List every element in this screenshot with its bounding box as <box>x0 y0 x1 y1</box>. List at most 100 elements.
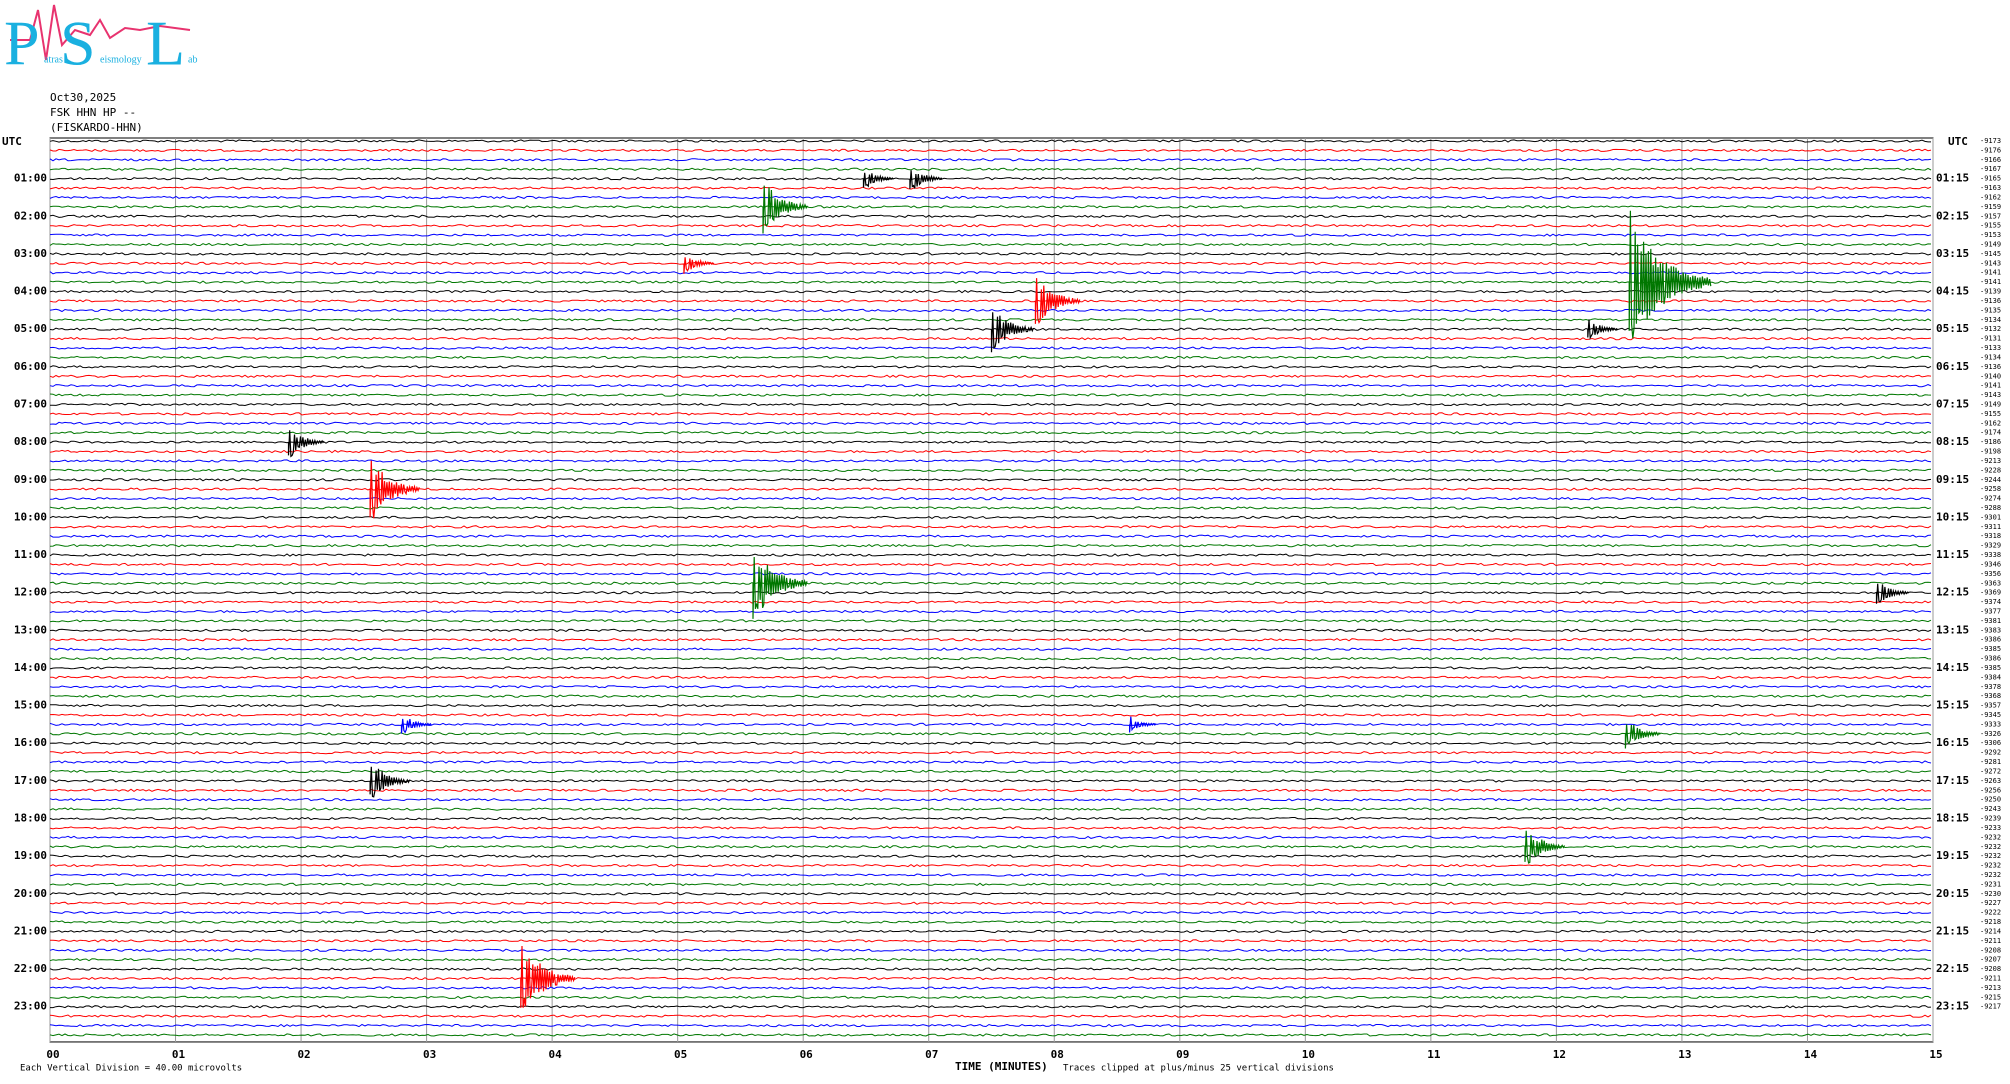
trace <box>49 647 1932 651</box>
trace-offset: -9311 <box>1980 523 2001 531</box>
trace <box>49 845 1932 849</box>
left-hour-label: 23:00 <box>14 1000 47 1013</box>
trace-offset: -9136 <box>1980 297 2001 305</box>
trace <box>49 666 1932 670</box>
trace-offset: -9198 <box>1980 448 2001 456</box>
trace <box>50 939 1932 943</box>
trace-offset: -9165 <box>1980 175 2001 183</box>
left-hour-label: 10:00 <box>14 510 47 523</box>
trace-offset: -9217 <box>1980 1003 2001 1011</box>
trace <box>49 703 1932 708</box>
x-tick-label: 07 <box>925 1048 938 1061</box>
trace-offset: -9208 <box>1980 965 2001 973</box>
trace <box>49 440 1932 444</box>
left-hour-label: 16:00 <box>14 736 47 749</box>
trace <box>49 807 1932 811</box>
trace <box>49 327 1932 331</box>
trace-offset: -9186 <box>1980 438 2001 446</box>
left-hour-label: 21:00 <box>14 924 47 937</box>
trace <box>49 543 1932 548</box>
seismic-event <box>369 766 411 798</box>
logo-word: ab <box>188 54 197 65</box>
trace-offset: -9211 <box>1980 937 2001 945</box>
trace <box>49 430 1932 435</box>
trace <box>49 863 1931 868</box>
left-hour-label: 05:00 <box>14 322 47 335</box>
scale-note: Each Vertical Division = 40.00 microvolt… <box>20 1064 242 1074</box>
trace-offset: -9230 <box>1980 890 2001 898</box>
trace-offset: -9356 <box>1980 570 2001 578</box>
trace-offset: -9346 <box>1980 560 2001 568</box>
trace-offset: -9214 <box>1980 927 2001 935</box>
trace <box>49 1033 1932 1037</box>
left-hour-label: 17:00 <box>14 774 47 787</box>
trace-offset: -9378 <box>1980 683 2001 691</box>
trace <box>49 760 1932 764</box>
left-hour-label: 09:00 <box>14 473 47 486</box>
right-hour-label: 15:15 <box>1936 699 1969 712</box>
trace-offset: -9134 <box>1980 353 2001 361</box>
trace <box>49 788 1932 793</box>
trace-offset: -9208 <box>1980 946 2001 954</box>
trace-offset: -9145 <box>1980 250 2001 258</box>
trace-offset: -9228 <box>1980 466 2001 474</box>
trace <box>49 468 1932 473</box>
trace <box>49 1014 1932 1018</box>
trace-offset: -9159 <box>1980 203 2001 211</box>
left-hour-label: 12:00 <box>14 586 47 599</box>
left-hour-label: 19:00 <box>14 849 47 862</box>
trace <box>49 779 1932 783</box>
trace-offset: -9131 <box>1980 335 2001 343</box>
trace-offset: -9232 <box>1980 843 2001 851</box>
trace <box>49 506 1932 510</box>
trace-offset: -9357 <box>1980 702 2001 710</box>
trace <box>49 195 1932 200</box>
trace <box>49 713 1932 717</box>
trace-offset: -9385 <box>1980 664 2001 672</box>
trace-offset: -9133 <box>1980 344 2001 352</box>
right-hour-label: 02:15 <box>1936 209 1969 222</box>
left-hour-label: 08:00 <box>14 435 47 448</box>
trace <box>49 675 1932 680</box>
trace <box>49 769 1932 774</box>
logo-letter: L <box>146 8 185 79</box>
trace-offset: -9233 <box>1980 824 2001 832</box>
trace-offset: -9167 <box>1980 165 2001 173</box>
seismic-event <box>683 257 715 274</box>
trace <box>49 496 1932 501</box>
left-hour-label: 06:00 <box>14 360 47 373</box>
trace-offset: -9338 <box>1980 551 2001 559</box>
x-tick-label: 03 <box>423 1048 436 1061</box>
left-hour-label: 22:00 <box>14 962 47 975</box>
trace <box>49 920 1932 924</box>
trace-offset: -9383 <box>1980 626 2001 634</box>
seismic-event <box>1624 724 1661 749</box>
trace-offset: -9274 <box>1980 495 2001 503</box>
seismic-event <box>1875 583 1910 604</box>
station-name: (FISKARDO-HHN) <box>50 121 143 134</box>
trace-offset: -9374 <box>1980 598 2001 606</box>
right-hour-label: 09:15 <box>1936 473 1969 486</box>
trace-offset: -9153 <box>1980 231 2001 239</box>
trace-offset: -9173 <box>1980 137 2001 145</box>
trace <box>49 590 1932 595</box>
trace-offset: -9292 <box>1980 749 2001 757</box>
right-hour-label: 12:15 <box>1936 586 1969 599</box>
trace <box>49 365 1932 369</box>
trace-offset: -9333 <box>1980 720 2001 728</box>
trace-offset: -9386 <box>1980 636 2001 644</box>
trace-offset: -9155 <box>1980 410 2001 418</box>
left-hour-label: 07:00 <box>14 397 47 410</box>
seismic-event <box>1628 210 1712 339</box>
x-tick-label: 13 <box>1678 1048 1691 1061</box>
trace <box>49 892 1932 896</box>
left-hour-label: 11:00 <box>14 548 47 561</box>
trace <box>49 1023 1932 1028</box>
trace <box>49 459 1932 463</box>
trace-offset: -9301 <box>1980 513 2001 521</box>
trace-offset: -9368 <box>1980 692 2001 700</box>
trace <box>49 355 1932 360</box>
right-hour-label: 08:15 <box>1936 435 1969 448</box>
trace-offset: -9363 <box>1980 579 2001 587</box>
seismic-event <box>400 718 432 734</box>
